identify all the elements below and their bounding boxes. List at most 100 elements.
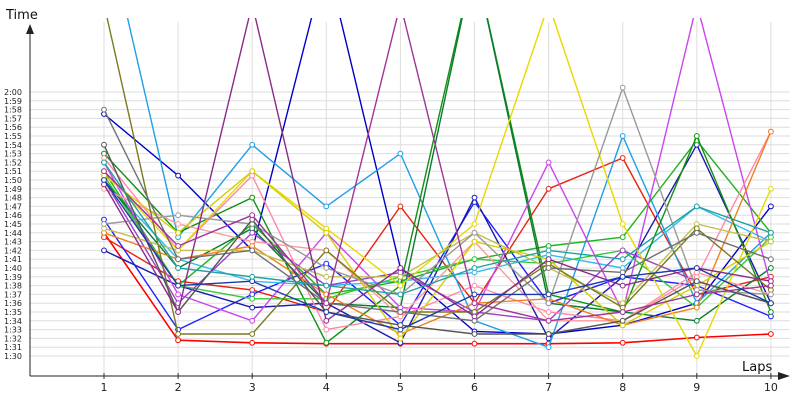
series-27-point — [397, 291, 404, 298]
series-24-point — [545, 256, 552, 263]
series-25-point — [323, 300, 330, 307]
y-tick-label: 1:45 — [4, 220, 22, 229]
series-2-point — [619, 155, 626, 161]
series-20-point — [175, 331, 182, 337]
x-tick-label: 1 — [101, 381, 108, 394]
series-1-point — [249, 339, 256, 346]
series-21-point — [101, 221, 107, 227]
series-15-point — [175, 221, 182, 227]
x-axis-title: Laps — [742, 360, 772, 375]
y-tick-label: 1:37 — [4, 290, 22, 299]
x-axis-arrow — [778, 372, 790, 380]
series-26-point — [545, 291, 552, 298]
series-line-27 — [103, 161, 772, 296]
series-25-point — [249, 212, 256, 219]
series-6-point — [545, 344, 552, 351]
series-25-point — [101, 168, 107, 175]
series-27-point — [471, 265, 478, 271]
y-tick-label: 1:33 — [4, 326, 22, 335]
x-tick-label: 2 — [175, 381, 182, 394]
series-11-point — [768, 265, 774, 271]
series-line-9 — [103, 18, 772, 344]
series-23-point — [545, 331, 552, 337]
y-tick-label: 1:51 — [4, 167, 22, 176]
series-21-point — [323, 265, 330, 271]
series-line-16 — [103, 131, 772, 335]
series-22-point — [768, 256, 774, 263]
y-tick-label: 1:31 — [4, 343, 22, 352]
series-22-point — [175, 256, 182, 263]
series-10-point — [249, 295, 256, 302]
series-23-point — [693, 278, 700, 285]
series-22-point — [693, 229, 700, 236]
series-21-point — [768, 291, 774, 298]
y-tick-label: 1:38 — [4, 282, 22, 291]
y-tick-label: 1:52 — [4, 158, 22, 167]
series-13-point — [249, 229, 256, 236]
series-24-point — [619, 282, 626, 289]
y-axis-title: Time — [5, 8, 38, 23]
series-26-point — [768, 300, 774, 307]
series-12-point — [249, 317, 256, 324]
series-6-point — [323, 203, 330, 210]
series-10-point — [471, 256, 478, 263]
y-tick-label: 1:49 — [4, 185, 22, 194]
y-tick-label: 1:34 — [4, 317, 22, 326]
series-27-point — [619, 256, 626, 263]
series-21-point — [175, 212, 182, 219]
series-1-point — [175, 337, 182, 344]
series-23-point — [471, 331, 478, 337]
series-24-point — [397, 265, 404, 271]
series-1-point — [768, 331, 774, 337]
series-line-7 — [103, 179, 772, 287]
y-tick-label: 1:36 — [4, 299, 22, 308]
x-tick-label: 3 — [249, 381, 256, 394]
series-line-12 — [103, 18, 772, 322]
label-layer: Time Laps — [5, 8, 772, 375]
series-1-point — [693, 334, 700, 341]
x-tick-label: 8 — [619, 381, 626, 394]
series-27-point — [249, 273, 256, 280]
y-tick-label: 1:58 — [4, 106, 22, 115]
series-9-point — [768, 309, 774, 315]
series-25-point — [693, 291, 700, 298]
series-21-point — [619, 84, 626, 91]
series-6-point — [397, 150, 404, 157]
y-tick-label: 1:39 — [4, 273, 22, 282]
series-line-6 — [126, 18, 772, 348]
series-18-point — [175, 229, 182, 236]
series-16-point — [693, 304, 700, 311]
series-12-point — [175, 291, 182, 298]
series-27-point — [768, 229, 774, 236]
series-25-point — [398, 2, 403, 7]
series-line-19 — [103, 223, 772, 304]
series-23-point — [619, 317, 626, 324]
y-tick-label: 1:40 — [4, 264, 22, 273]
y-tick-label: 1:44 — [4, 229, 22, 238]
series-27-point — [545, 247, 552, 254]
series-18-point — [397, 335, 404, 342]
series-9-point — [693, 133, 700, 139]
series-line-21 — [103, 86, 771, 304]
series-26-point — [323, 309, 330, 315]
series-14-point — [545, 309, 552, 315]
x-tick-label: 5 — [397, 381, 404, 394]
series-26-point — [471, 291, 478, 298]
y-tick-label: 1:43 — [4, 238, 22, 247]
series-24-point — [250, 2, 255, 7]
series-26-point — [397, 326, 404, 333]
series-line-14 — [103, 131, 772, 331]
series-17-point — [693, 353, 700, 359]
series-19-point — [768, 238, 774, 245]
series-13-point — [619, 247, 626, 254]
axis-layer: 1:301:311:321:331:341:351:361:371:381:39… — [4, 24, 790, 394]
series-line-10 — [103, 175, 772, 309]
series-27-point — [693, 203, 700, 210]
y-tick-label: 2:00 — [4, 88, 22, 97]
series-25-point — [175, 243, 182, 249]
series-16-point — [768, 128, 774, 135]
series-24-point — [471, 313, 478, 320]
y-tick-label: 1:35 — [4, 308, 22, 317]
